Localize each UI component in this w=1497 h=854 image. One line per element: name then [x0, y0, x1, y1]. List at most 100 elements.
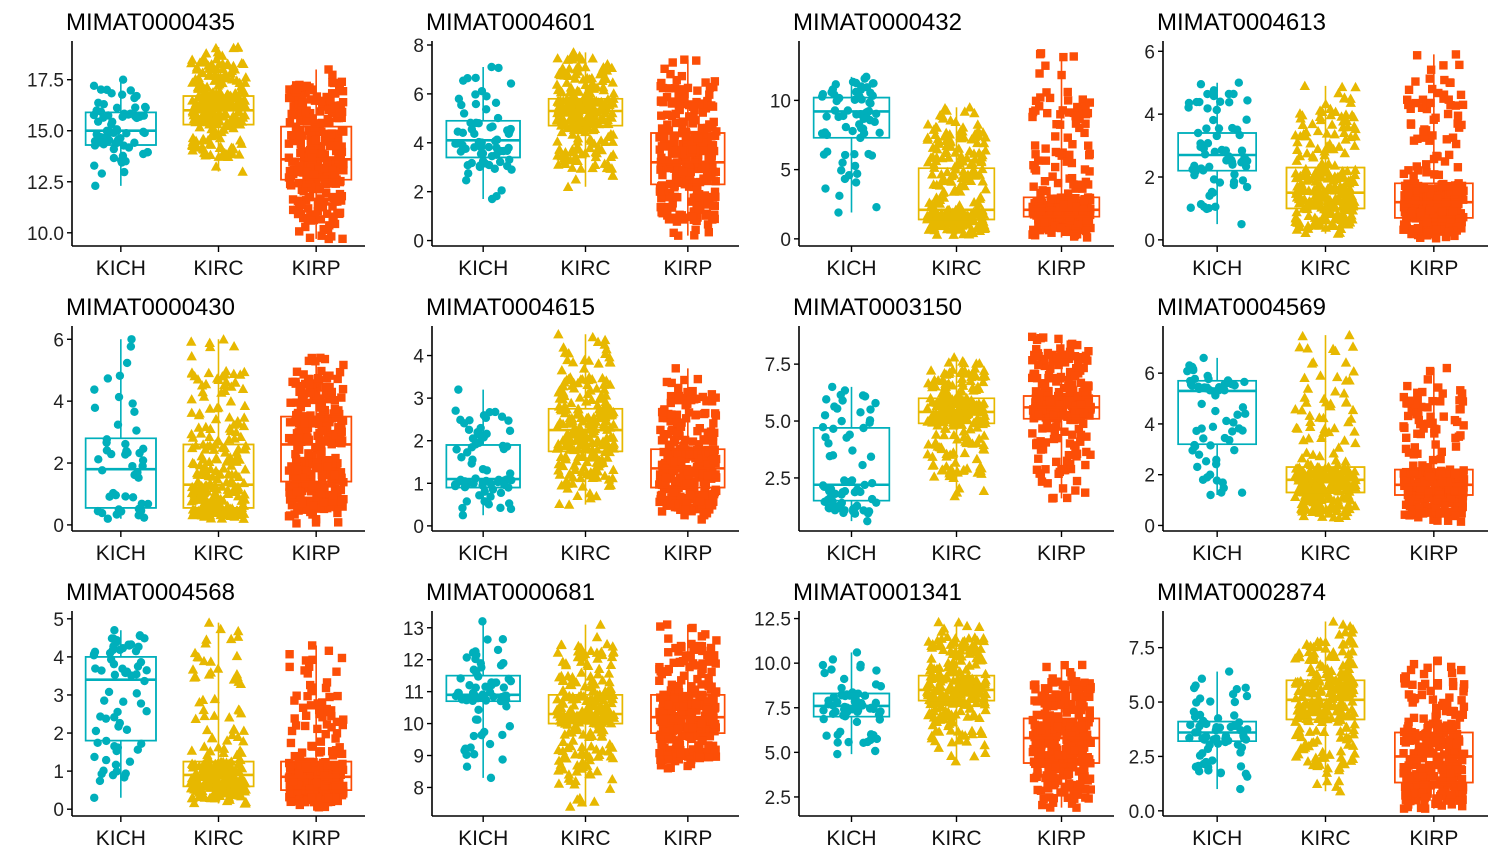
data-point [1059, 200, 1068, 210]
data-point [329, 212, 338, 221]
data-point [1041, 61, 1050, 70]
data-point [1041, 438, 1051, 447]
data-point [872, 202, 881, 212]
data-point [669, 228, 678, 238]
box-outline [280, 415, 353, 483]
data-point [580, 61, 591, 72]
data-point [496, 503, 505, 513]
data-point [186, 336, 197, 346]
data-point [295, 227, 304, 236]
box-group-kirp [280, 65, 353, 244]
data-point [940, 381, 951, 391]
data-point [337, 147, 347, 157]
data-point [1059, 411, 1068, 420]
x-tick-label: KIRP [663, 542, 712, 565]
data-point [674, 391, 684, 401]
data-point [1084, 394, 1094, 403]
data-point [697, 123, 707, 133]
data-point [682, 479, 691, 488]
data-point [1344, 217, 1356, 227]
data-point [323, 225, 333, 235]
data-point [454, 385, 463, 394]
data-point [495, 157, 505, 167]
data-point [1418, 461, 1427, 470]
data-point [977, 399, 988, 409]
data-point [552, 136, 563, 146]
data-point [1413, 134, 1422, 143]
data-point [940, 135, 952, 146]
data-point [1065, 439, 1075, 448]
data-point [585, 467, 597, 477]
data-point [693, 86, 702, 95]
jitter-points [818, 382, 881, 526]
box-group-kirp [1022, 332, 1101, 503]
data-point [1074, 219, 1083, 228]
data-point [1333, 512, 1345, 523]
data-point [210, 413, 222, 424]
data-point [950, 457, 961, 467]
data-point [697, 515, 706, 524]
data-point [929, 471, 940, 481]
data-point [192, 508, 204, 518]
box-group-kich [1177, 78, 1257, 229]
data-point [309, 379, 319, 388]
data-point [710, 77, 720, 86]
data-point [293, 441, 302, 451]
data-point [862, 72, 871, 82]
data-point [675, 473, 685, 483]
data-point [1229, 89, 1238, 99]
data-point [90, 385, 99, 394]
data-point [554, 67, 565, 78]
data-point [323, 114, 332, 124]
data-point [980, 417, 991, 427]
data-point [847, 476, 857, 485]
data-point [1068, 140, 1077, 149]
data-point [1036, 397, 1045, 406]
data-point [1085, 98, 1095, 107]
data-point [971, 422, 983, 432]
data-point [296, 91, 305, 101]
data-point [324, 65, 333, 74]
data-point [710, 409, 720, 418]
data-point [1433, 203, 1442, 212]
data-point [1044, 386, 1053, 396]
data-point [688, 386, 697, 396]
data-point [1031, 394, 1041, 403]
data-point [668, 58, 677, 67]
data-point [1329, 422, 1340, 433]
data-point [92, 130, 101, 139]
data-point [451, 406, 460, 415]
data-point [222, 488, 233, 499]
data-point [1315, 370, 1326, 380]
data-point [956, 224, 967, 234]
data-point [555, 451, 567, 462]
data-point [666, 398, 675, 408]
data-point [296, 116, 305, 126]
data-point [191, 64, 202, 74]
data-point [1194, 450, 1204, 459]
data-point [1037, 389, 1046, 398]
data-point [671, 173, 681, 183]
data-point [560, 158, 571, 169]
data-point [684, 161, 694, 170]
data-point [335, 476, 345, 485]
data-point [1198, 475, 1208, 484]
data-point [702, 133, 711, 142]
data-point [1066, 464, 1076, 474]
data-point [236, 57, 247, 68]
data-point [1314, 507, 1325, 517]
data-point [1325, 103, 1336, 113]
data-point [490, 164, 499, 173]
data-point [1054, 360, 1063, 370]
data-point [659, 432, 668, 441]
data-point [1310, 479, 1321, 489]
data-point [671, 499, 680, 509]
x-tick-label: KIRC [560, 257, 610, 280]
data-point [1080, 165, 1090, 174]
data-point [940, 403, 952, 413]
data-point [687, 506, 696, 516]
data-point [338, 384, 348, 394]
data-point [494, 63, 503, 73]
data-point [1407, 225, 1416, 234]
box-group-kirc [917, 102, 996, 239]
